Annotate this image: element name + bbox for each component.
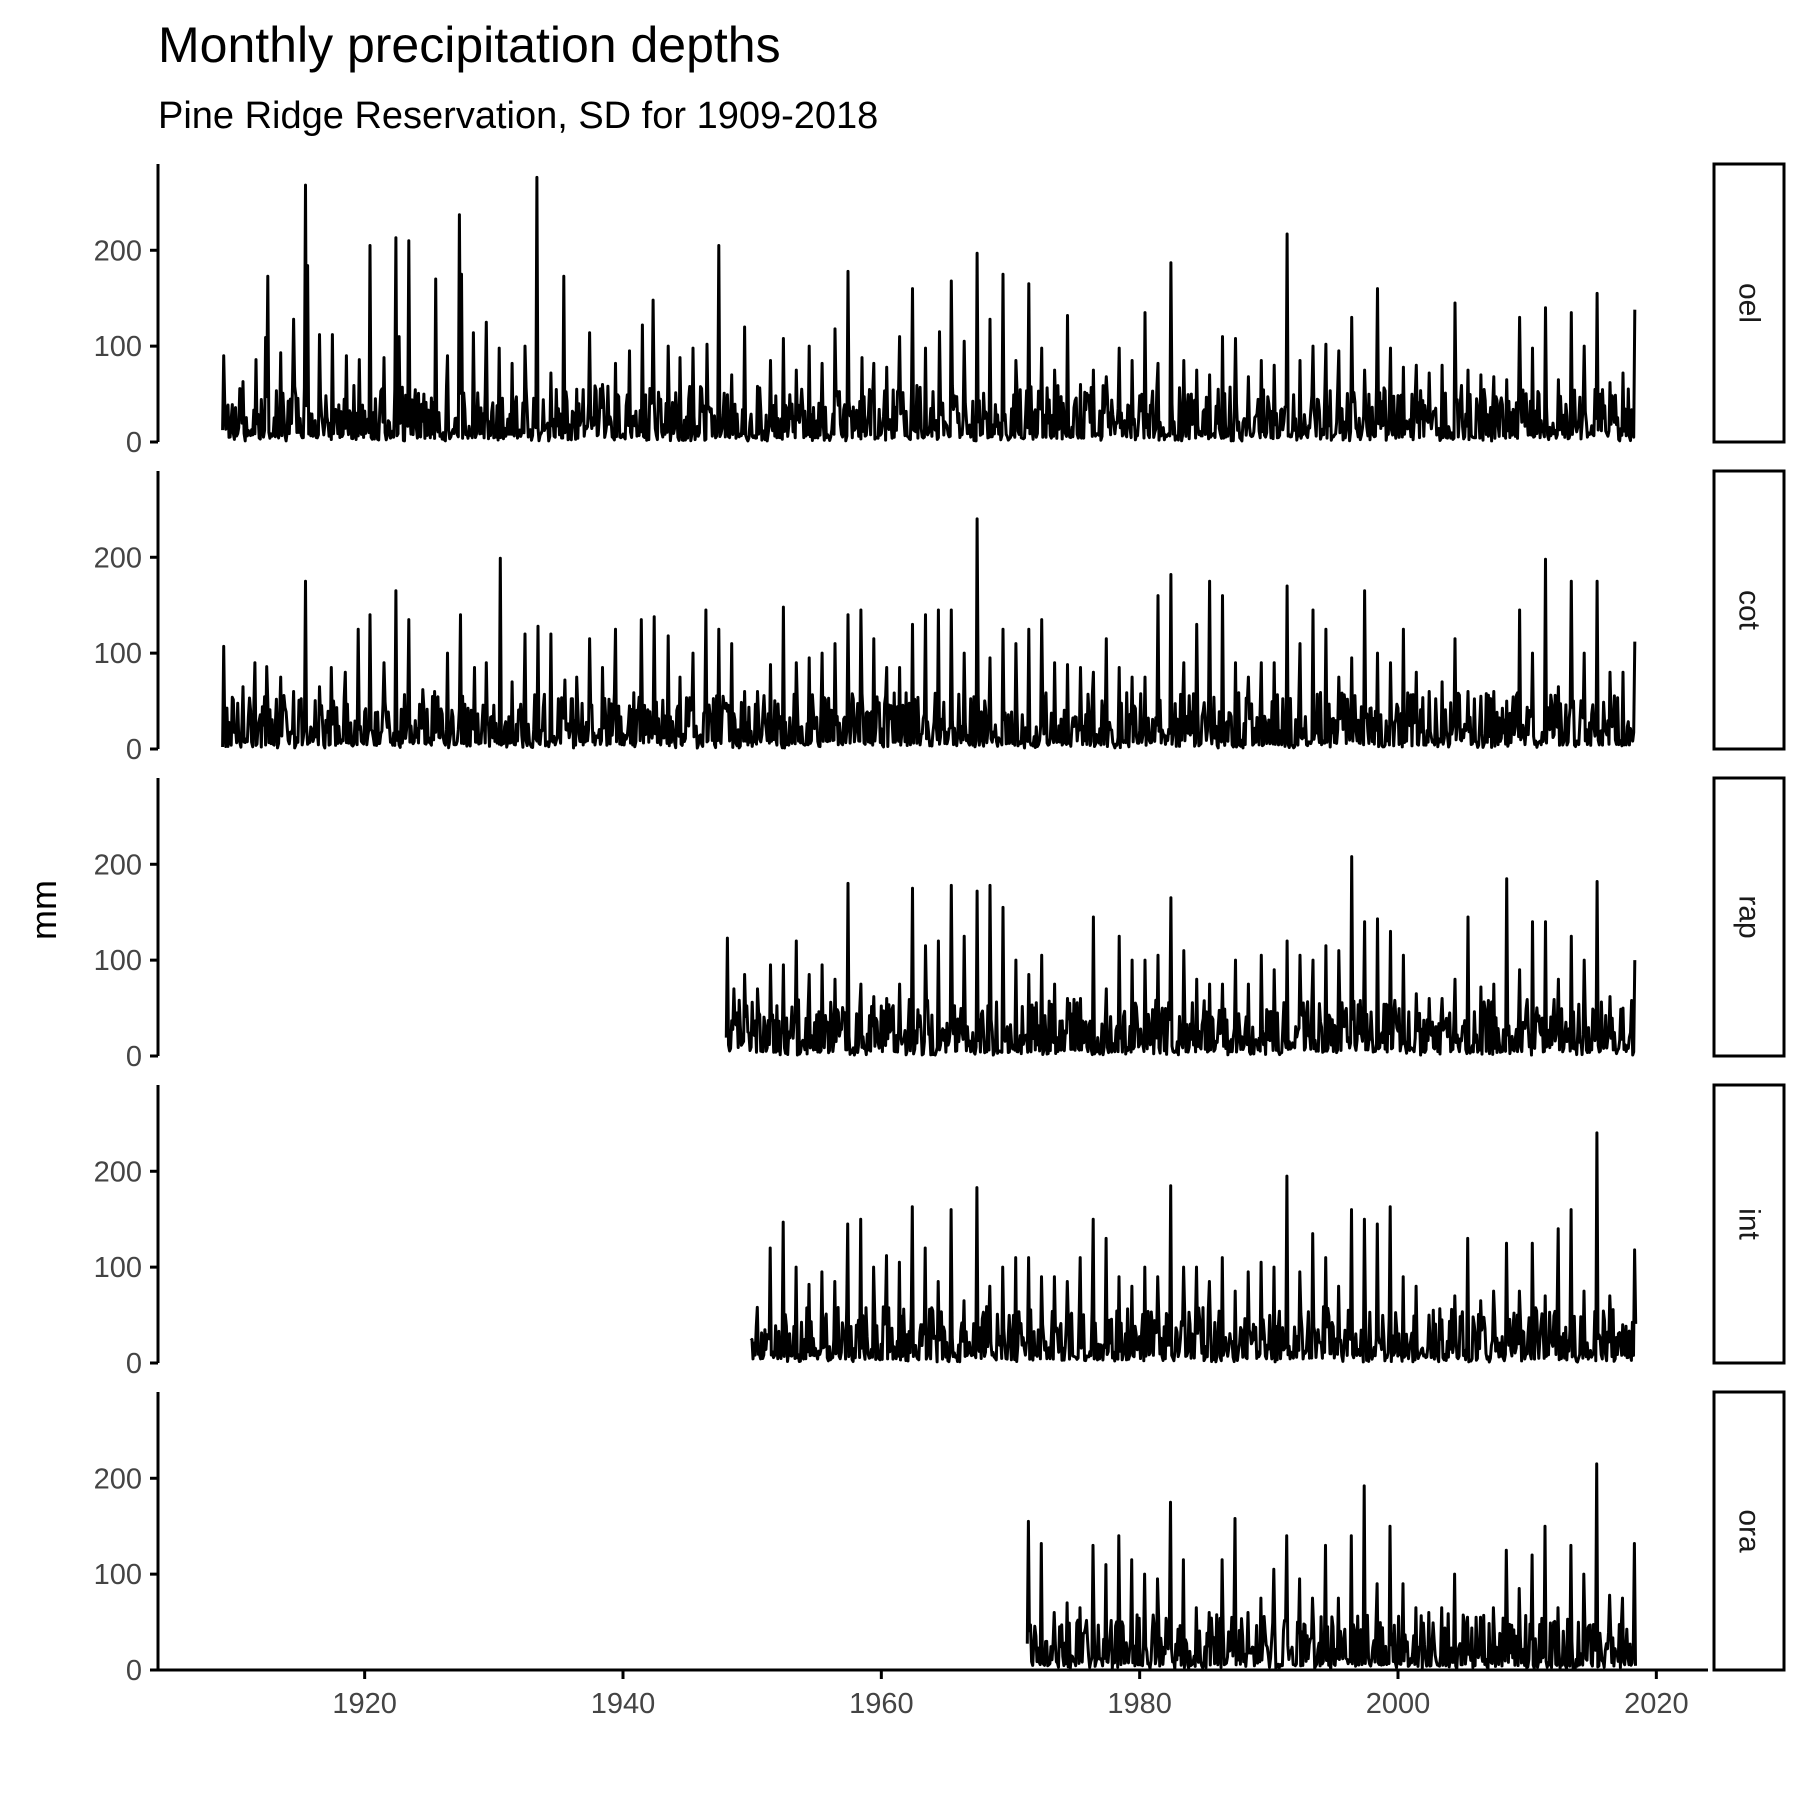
y-tick-label: 100 (94, 331, 142, 363)
panel-rap: 0 100 200 rap (94, 776, 1786, 1073)
facet-strip-label: rap (1733, 895, 1766, 938)
x-tick-label: 1980 (1107, 1688, 1172, 1720)
facet-strip-label: cot (1733, 590, 1766, 631)
x-tick-label: 2000 (1366, 1688, 1431, 1720)
y-tick-label: 100 (94, 945, 142, 977)
x-tick-label: 1960 (849, 1688, 914, 1720)
facet-strip (1712, 776, 1786, 1058)
series-line-ora (1025, 1462, 1637, 1671)
y-tick-label: 100 (94, 1559, 142, 1591)
x-axis: 1920 1940 1960 1980 2000 2020 (158, 1668, 1708, 1720)
y-tick-label: 0 (126, 427, 142, 459)
y-tick-label: 200 (94, 849, 142, 881)
panel-cot: 0 100 200 cot (94, 469, 1786, 766)
facet-strip (1712, 162, 1786, 444)
y-tick-label: 100 (94, 1252, 142, 1284)
facet-strip-label: oel (1733, 283, 1766, 323)
facet-strip (1712, 469, 1786, 751)
series-line-oel (221, 175, 1637, 443)
series-line-rap (724, 855, 1637, 1057)
chart-title: Monthly precipitation depths (158, 17, 781, 73)
y-tick-label: 0 (126, 1655, 142, 1687)
y-tick-label: 0 (126, 1348, 142, 1380)
facet-strip (1712, 1390, 1786, 1672)
y-axis-title: mm (23, 880, 64, 940)
y-tick-label: 200 (94, 1463, 142, 1495)
y-tick-label: 100 (94, 638, 142, 670)
y-tick-label: 0 (126, 1041, 142, 1073)
series-line-int (749, 1131, 1638, 1364)
panel-ora: 0 100 200 ora (94, 1390, 1786, 1687)
y-tick-label: 200 (94, 542, 142, 574)
x-tick-label: 2020 (1624, 1688, 1689, 1720)
y-tick-label: 0 (126, 734, 142, 766)
x-tick-label: 1920 (332, 1688, 397, 1720)
facet-strip-label: ora (1733, 1509, 1766, 1553)
series-line-cot (221, 517, 1637, 750)
facet-strip (1712, 1083, 1786, 1365)
facet-strip-label: int (1733, 1208, 1766, 1240)
x-tick-label: 1940 (591, 1688, 656, 1720)
chart-subtitle: Pine Ridge Reservation, SD for 1909-2018 (158, 95, 878, 137)
y-tick-label: 200 (94, 1156, 142, 1188)
panel-oel: 0 100 200 oel (94, 162, 1786, 459)
panels-group: 0 100 200 oel 0 100 200 cot 0 100 200 rap 0 100 200 int… (94, 162, 1786, 1687)
panel-int: 0 100 200 int (94, 1083, 1786, 1380)
y-tick-label: 200 (94, 235, 142, 267)
